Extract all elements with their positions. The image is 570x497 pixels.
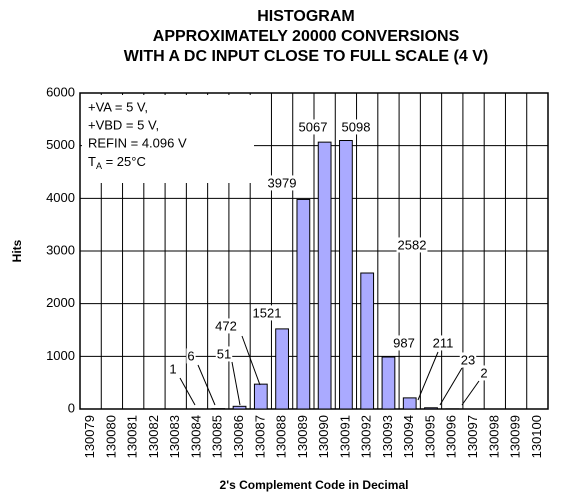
x-tick-label: 130089 xyxy=(295,415,310,458)
annotation: +VA = 5 V, xyxy=(88,99,148,114)
x-tick-label: 130083 xyxy=(167,415,182,458)
label-bg xyxy=(392,335,416,351)
x-tick-label: 130087 xyxy=(252,415,267,458)
bar xyxy=(381,356,396,410)
chart-title: WITH A DC INPUT CLOSE TO FULL SCALE (4 V… xyxy=(124,48,488,65)
bar xyxy=(275,328,289,410)
x-axis-label: 2's Complement Code in Decimal xyxy=(220,478,409,492)
label-bg xyxy=(431,335,455,351)
x-tick-label: 130094 xyxy=(401,415,416,458)
data-label: 987 xyxy=(393,335,415,350)
x-tick-label: 130095 xyxy=(422,415,437,458)
bar xyxy=(253,383,268,410)
data-label: 5067 xyxy=(299,119,328,134)
bar xyxy=(339,140,353,410)
data-label: 5098 xyxy=(342,119,371,134)
bar xyxy=(317,141,332,410)
data-label: 51 xyxy=(217,346,231,361)
label-bg xyxy=(214,318,238,334)
label-bg xyxy=(215,346,233,362)
bar xyxy=(296,198,311,410)
annotation: REFIN = 4.096 V xyxy=(88,135,187,150)
chart-title: APPROXIMATELY 20000 CONVERSIONS xyxy=(153,28,460,45)
x-tick-label: 130093 xyxy=(380,415,395,458)
annotation-box xyxy=(82,95,254,183)
leader-line xyxy=(417,351,439,401)
y-tick-label: 1000 xyxy=(46,348,75,363)
data-label: 23 xyxy=(461,352,475,367)
x-tick-label: 130079 xyxy=(82,415,97,458)
bar xyxy=(402,397,417,410)
data-label: 211 xyxy=(433,335,454,350)
label-bg xyxy=(297,119,329,135)
x-tick-label: 130082 xyxy=(146,415,161,458)
leader-line xyxy=(439,367,463,406)
y-tick-label: 4000 xyxy=(46,190,75,205)
annotation: +VBD = 5 V, xyxy=(88,117,159,132)
data-label: 1521 xyxy=(253,305,282,320)
leader-line xyxy=(197,364,216,406)
y-tick-label: 5000 xyxy=(46,137,75,152)
x-tick-label: 130080 xyxy=(103,415,118,458)
label-bg xyxy=(266,175,298,191)
data-label: 3979 xyxy=(268,175,297,190)
label-bg xyxy=(459,352,477,368)
x-tick-label: 130090 xyxy=(316,415,331,458)
label-bg xyxy=(186,348,196,364)
x-tick-label: 130096 xyxy=(444,415,459,458)
x-tick-label: 130081 xyxy=(125,415,140,458)
x-tick-label: 130099 xyxy=(508,415,523,458)
chart-title: HISTOGRAM xyxy=(257,8,354,25)
leader-line xyxy=(461,380,480,406)
data-label: 1 xyxy=(169,361,176,376)
label-bg xyxy=(396,237,428,253)
bar xyxy=(424,407,438,410)
x-tick-label: 130091 xyxy=(337,415,352,458)
data-label: 2582 xyxy=(398,237,427,252)
y-tick-label: 0 xyxy=(68,400,75,415)
x-tick-label: 130097 xyxy=(465,415,480,458)
label-bg xyxy=(340,119,372,135)
label-bg xyxy=(479,365,489,381)
leader-line xyxy=(241,335,261,386)
y-tick-label: 6000 xyxy=(46,84,75,99)
data-label: 6 xyxy=(187,348,194,363)
bar xyxy=(232,405,247,410)
x-tick-label: 130092 xyxy=(359,415,374,458)
y-tick-label: 3000 xyxy=(46,242,75,257)
x-tick-label: 130098 xyxy=(486,415,501,458)
x-tick-label: 130100 xyxy=(529,415,544,458)
y-axis-label: Hits xyxy=(10,239,24,262)
label-bg xyxy=(251,305,283,321)
bar xyxy=(360,272,375,410)
x-tick-label: 130086 xyxy=(231,415,246,458)
annotation: TA = 25°C xyxy=(88,154,146,171)
leader-line xyxy=(179,377,196,406)
x-tick-label: 130088 xyxy=(274,415,289,458)
x-tick-label: 130085 xyxy=(210,415,225,458)
data-label: 472 xyxy=(215,318,237,333)
data-label: 2 xyxy=(480,365,487,380)
label-bg xyxy=(168,361,178,377)
leader-line xyxy=(231,361,241,406)
x-tick-label: 130084 xyxy=(188,415,203,458)
y-tick-label: 2000 xyxy=(46,295,75,310)
plot-frame xyxy=(79,92,549,410)
